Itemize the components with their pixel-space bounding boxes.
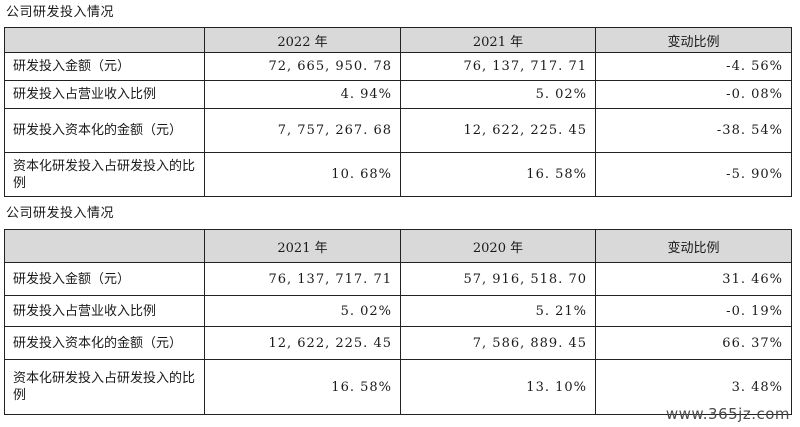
cell-value-b: 57, 916, 518. 70 [400,262,596,296]
table2-header-change: 变动比例 [595,229,792,263]
table-row: 研发投入金额（元） 76, 137, 717. 71 57, 916, 518.… [4,262,792,296]
table1-caption: 公司研发投入情况 [6,5,115,20]
cell-value-a: 72, 665, 950. 78 [204,52,401,81]
table-row: 资本化研发投入占研发投入的比例 10. 68% 16. 58% -5. 90% [4,152,792,197]
table2-header-year-a: 2021 年 [204,229,401,263]
table-row: 资本化研发投入占研发投入的比例 16. 58% 13. 10% 3. 48% [4,359,792,415]
cell-value-b: 16. 58% [400,152,596,197]
cell-value-a: 7, 757, 267. 68 [204,108,401,153]
cell-value-b: 7, 586, 889. 45 [400,326,596,360]
cell-change: -5. 90% [595,152,792,197]
table-row: 研发投入资本化的金额（元） 7, 757, 267. 68 12, 622, 2… [4,108,792,153]
cell-change: 3. 48% [595,359,792,415]
cell-value-a: 16. 58% [204,359,401,415]
table1: 2022 年 2021 年 变动比例 研发投入金额（元） 72, 665, 95… [4,27,792,197]
row-label: 研发投入资本化的金额（元） [4,326,205,360]
watermark-text: www.365jz.com [665,405,790,423]
table2-header-year-b: 2020 年 [400,229,596,263]
cell-value-b: 13. 10% [400,359,596,415]
table-row: 研发投入金额（元） 72, 665, 950. 78 76, 137, 717.… [4,52,792,81]
cell-value-a: 10. 68% [204,152,401,197]
cell-change: -0. 08% [595,80,792,109]
cell-value-a: 12, 622, 225. 45 [204,326,401,360]
row-label: 研发投入占营业收入比例 [4,80,205,109]
cell-value-b: 76, 137, 717. 71 [400,52,596,81]
row-label: 资本化研发投入占研发投入的比例 [4,152,205,197]
table1-header-year-b: 2021 年 [400,27,596,53]
cell-change: -0. 19% [595,295,792,327]
table2-header-row: 2021 年 2020 年 变动比例 [4,229,792,263]
table1-header-blank [4,27,205,53]
table2: 2021 年 2020 年 变动比例 研发投入金额（元） 76, 137, 71… [4,229,792,415]
row-label: 研发投入金额（元） [4,52,205,81]
table1-header-year-a: 2022 年 [204,27,401,53]
cell-value-a: 4. 94% [204,80,401,109]
cell-change: -38. 54% [595,108,792,153]
cell-change: 31. 46% [595,262,792,296]
cell-change: 66. 37% [595,326,792,360]
cell-value-b: 5. 02% [400,80,596,109]
row-label: 资本化研发投入占研发投入的比例 [4,359,205,415]
table-row: 研发投入占营业收入比例 4. 94% 5. 02% -0. 08% [4,80,792,109]
table2-caption: 公司研发投入情况 [6,206,115,221]
row-label: 研发投入占营业收入比例 [4,295,205,327]
cell-value-b: 12, 622, 225. 45 [400,108,596,153]
table1-header-change: 变动比例 [595,27,792,53]
cell-change: -4. 56% [595,52,792,81]
row-label: 研发投入资本化的金额（元） [4,108,205,153]
table-row: 研发投入资本化的金额（元） 12, 622, 225. 45 7, 586, 8… [4,326,792,360]
table1-header-row: 2022 年 2021 年 变动比例 [4,27,792,53]
table-row: 研发投入占营业收入比例 5. 02% 5. 21% -0. 19% [4,295,792,327]
table2-header-blank [4,229,205,263]
cell-value-b: 5. 21% [400,295,596,327]
cell-value-a: 5. 02% [204,295,401,327]
cell-value-a: 76, 137, 717. 71 [204,262,401,296]
row-label: 研发投入金额（元） [4,262,205,296]
